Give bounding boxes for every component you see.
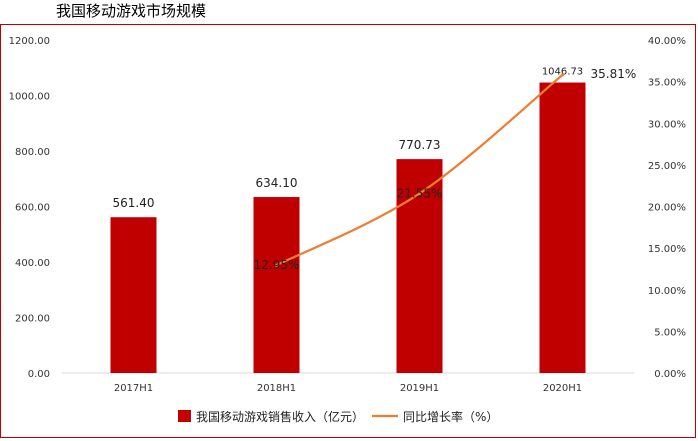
bar-value-label: 634.10 <box>256 176 298 190</box>
legend-swatch-bar <box>178 410 191 422</box>
growth-rate-point <box>275 263 278 267</box>
legend-label: 同比增长率（%） <box>403 409 498 424</box>
y-right-tick-label: 40.00% <box>648 36 686 47</box>
growth-rate-label: 12.95% <box>254 258 300 272</box>
growth-rate-label: 35.81% <box>591 67 637 81</box>
y-right-tick-label: 35.00% <box>648 78 686 89</box>
bar <box>539 82 586 374</box>
y-left-tick-label: 1000.00 <box>9 92 50 103</box>
bar-value-label: 1046.73 <box>542 67 583 78</box>
y-left-tick-label: 200.00 <box>15 314 50 325</box>
y-left-tick-label: 1200.00 <box>9 36 50 47</box>
x-tick-label: 2017H1 <box>114 383 153 394</box>
y-left-tick-label: 0.00 <box>28 369 50 380</box>
y-right-tick-label: 5.00% <box>654 327 686 338</box>
x-tick-label: 2018H1 <box>257 383 296 394</box>
y-left-tick-label: 400.00 <box>15 258 50 269</box>
growth-rate-point <box>561 73 564 77</box>
y-right-tick-label: 25.00% <box>648 161 686 172</box>
growth-rate-point <box>418 192 421 196</box>
legend-label: 我国移动游戏销售收入（亿元） <box>196 409 364 424</box>
y-right-tick-label: 20.00% <box>648 203 686 214</box>
chart-frame <box>0 24 696 438</box>
bar-value-label: 561.40 <box>113 196 155 210</box>
y-left-tick-label: 800.00 <box>15 147 50 158</box>
y-left-tick-label: 600.00 <box>15 203 50 214</box>
page-title: 我国移动游戏市场规模 <box>56 2 207 20</box>
growth-rate-label: 21.55% <box>397 187 443 201</box>
bar <box>253 197 300 373</box>
y-right-tick-label: 15.00% <box>648 244 686 255</box>
y-right-tick-label: 30.00% <box>648 119 686 130</box>
y-right-tick-label: 10.00% <box>648 286 686 297</box>
bar-value-label: 770.73 <box>399 138 441 152</box>
bar <box>110 217 157 373</box>
y-right-tick-label: 0.00% <box>654 369 686 380</box>
x-tick-label: 2020H1 <box>543 383 582 394</box>
x-tick-label: 2019H1 <box>400 383 439 394</box>
